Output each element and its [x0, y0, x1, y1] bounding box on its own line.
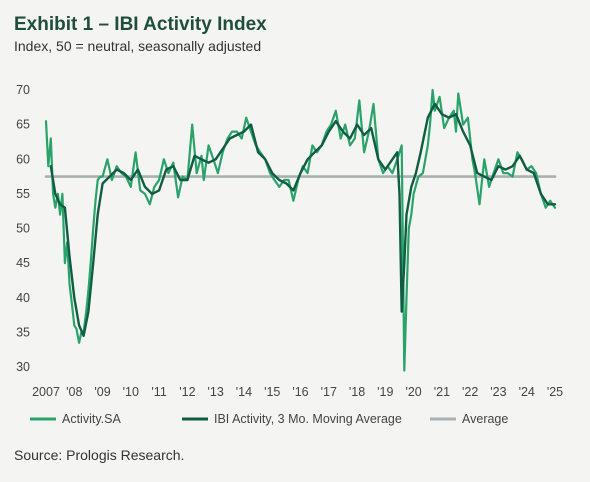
chart-title: Exhibit 1 – IBI Activity Index — [14, 14, 267, 35]
y-tick-label: 30 — [16, 360, 30, 374]
x-tick-label: '21 — [434, 385, 450, 399]
x-tick-label: '12 — [179, 385, 195, 399]
legend: Activity.SA IBI Activity, 3 Mo. Moving Av… — [30, 412, 508, 426]
x-tick-label: '18 — [349, 385, 365, 399]
x-tick-label: '09 — [94, 385, 110, 399]
x-tick-label: '23 — [490, 385, 506, 399]
x-tick-label: '22 — [462, 385, 478, 399]
x-tick-label: '15 — [264, 385, 280, 399]
legend-label-average: Average — [462, 412, 508, 426]
y-tick-label: 50 — [16, 222, 30, 236]
x-tick-label: '16 — [292, 385, 308, 399]
source-note: Source: Prologis Research. — [14, 447, 185, 463]
x-tick-label: '25 — [547, 385, 563, 399]
x-tick-label: '11 — [151, 385, 166, 399]
x-tick-label: '19 — [377, 385, 393, 399]
y-tick-label: 35 — [16, 325, 30, 339]
y-tick-label: 45 — [16, 256, 30, 270]
y-tick-label: 70 — [16, 83, 30, 97]
x-tick-label: '08 — [66, 385, 82, 399]
moving-average-line — [49, 102, 557, 337]
x-tick-label: '14 — [236, 385, 252, 399]
series-lines — [44, 88, 557, 372]
x-tick-label: '13 — [208, 385, 224, 399]
y-tick-label: 40 — [16, 291, 30, 305]
activity-sa-line — [44, 88, 557, 372]
x-tick-label: '17 — [321, 385, 337, 399]
chart: 30 35 40 45 50 55 60 65 70 2007 '08 '09 '10 '11 '12 '13… — [16, 83, 563, 426]
x-tick-label: '10 — [123, 385, 139, 399]
axes: 30 35 40 45 50 55 60 65 70 2007 '08 '09 '10 '11 '12 '13… — [16, 83, 563, 399]
y-tick-label: 65 — [16, 118, 30, 132]
x-tick-label: '24 — [519, 385, 535, 399]
chart-subtitle: Index, 50 = neutral, seasonally adjusted — [14, 38, 262, 54]
x-tick-label: '20 — [405, 385, 421, 399]
legend-label-activity-sa: Activity.SA — [62, 412, 121, 426]
x-tick-label: 2007 — [32, 385, 60, 399]
legend-label-moving-average: IBI Activity, 3 Mo. Moving Average — [214, 412, 402, 426]
y-tick-label: 60 — [16, 152, 30, 166]
y-tick-label: 55 — [16, 187, 30, 201]
